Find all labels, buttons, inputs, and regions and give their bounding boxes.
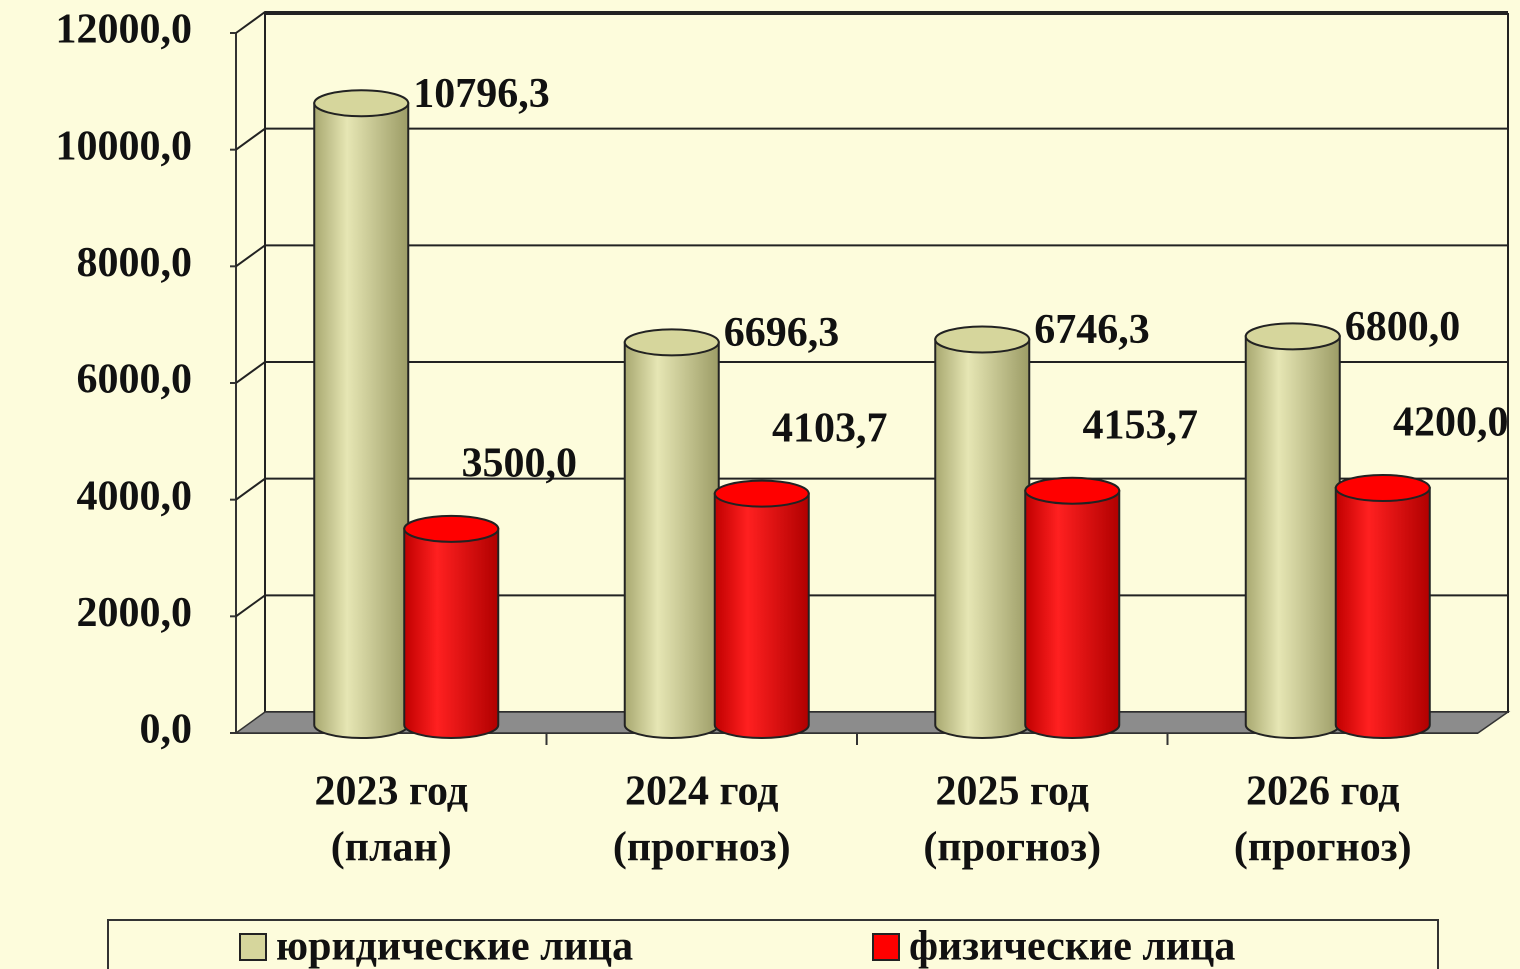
y-tick-label: 8000,0 [77, 240, 193, 286]
bar [1334, 474, 1431, 739]
bar-body [1334, 487, 1431, 739]
y-tick-label: 12000,0 [56, 7, 193, 53]
bar [713, 479, 810, 739]
x-tick-label: 2025 год [935, 769, 1089, 815]
x-tick-label: 2026 год [1246, 769, 1400, 815]
bar [934, 325, 1031, 739]
legend-box [107, 919, 1439, 969]
legend-swatch [872, 933, 900, 961]
bar-body [713, 492, 810, 739]
bar-body [1244, 335, 1341, 739]
x-tick-label: 2024 год [625, 769, 779, 815]
bar-top [1024, 476, 1121, 505]
bar [1024, 476, 1121, 739]
legend-label: юридические лица [276, 924, 633, 969]
bar-top [403, 514, 500, 543]
bar-body [313, 102, 410, 739]
bar [1244, 322, 1341, 739]
y-tick-label: 2000,0 [77, 590, 193, 636]
x-tick-label: (прогноз) [613, 825, 791, 871]
grid-line [235, 11, 1508, 34]
bar-top [1244, 322, 1341, 351]
x-tick-label: (прогноз) [1234, 825, 1412, 871]
value-label: 10796,3 [413, 71, 550, 117]
bar-body [403, 527, 500, 739]
y-tick-label: 6000,0 [77, 357, 193, 403]
bar [313, 89, 410, 739]
value-label: 6800,0 [1345, 304, 1461, 350]
x-tick-label: (план) [331, 825, 452, 871]
x-tick-label: (прогноз) [923, 825, 1101, 871]
bar-top [934, 325, 1031, 354]
x-tick-label: 2023 год [314, 769, 468, 815]
grid-line [235, 244, 1508, 268]
value-label: 6746,3 [1034, 307, 1150, 353]
bar-body [934, 338, 1031, 739]
bar [623, 328, 720, 739]
legend-swatch [239, 933, 267, 961]
bar-body [623, 341, 720, 739]
bar-top [313, 89, 410, 118]
bar-top [623, 328, 720, 357]
grid-line [235, 361, 1508, 384]
value-label: 3500,0 [462, 440, 578, 486]
grid-line [235, 127, 1508, 151]
bar-body [1024, 489, 1121, 739]
bar [403, 514, 500, 739]
y-tick-label: 4000,0 [77, 473, 193, 519]
legend-label: физические лица [909, 924, 1235, 969]
bar-top [1334, 474, 1431, 502]
value-label: 4103,7 [772, 405, 888, 451]
value-label: 4200,0 [1393, 400, 1509, 446]
value-label: 6696,3 [724, 310, 840, 356]
y-tick-label: 0,0 [140, 707, 193, 753]
bar-top [713, 479, 810, 508]
value-label: 4153,7 [1083, 402, 1199, 448]
y-tick-label: 10000,0 [56, 123, 193, 169]
